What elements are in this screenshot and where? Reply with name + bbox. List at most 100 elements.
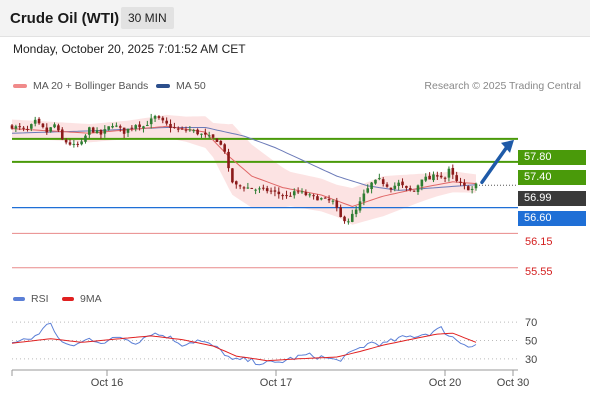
rsi-tick-label: 30: [525, 354, 537, 366]
candle-body: [207, 135, 211, 137]
ma20-swatch: [13, 84, 27, 89]
candle-body: [277, 191, 281, 195]
candle-body: [149, 118, 153, 125]
candle-body: [292, 191, 296, 196]
candle-body: [76, 143, 80, 145]
forecast-arrow-head: [501, 139, 514, 153]
candle-body: [80, 141, 83, 145]
legend-ma20-label: MA 20 + Bollinger Bands: [33, 80, 149, 92]
candle-body: [273, 190, 277, 192]
candle-body: [370, 182, 373, 190]
timestamp: Monday, October 20, 2025 7:01:52 AM CET: [13, 42, 246, 56]
candle-body: [227, 151, 230, 169]
candle-body: [107, 126, 110, 130]
current-price-tag: 56.99: [518, 191, 586, 206]
candle-body: [49, 127, 52, 132]
candle-body: [366, 188, 370, 193]
candle-body: [115, 125, 118, 127]
candle-body: [238, 185, 242, 187]
candle-body: [381, 179, 385, 184]
candle-body: [378, 178, 381, 180]
candle-body: [153, 115, 157, 119]
candle-body: [300, 191, 304, 193]
candle-body: [447, 168, 451, 178]
interval-badge[interactable]: 30 MIN: [121, 7, 174, 29]
candle-body: [416, 185, 420, 192]
x-tick-label: Oct 16: [91, 377, 123, 389]
candle-body: [161, 117, 165, 121]
candle-body: [320, 198, 323, 200]
candle-body: [134, 125, 138, 129]
candle-body: [262, 187, 265, 189]
candle-body: [459, 181, 462, 183]
candle-body: [335, 200, 339, 208]
candle-body: [451, 167, 455, 175]
candle-body: [219, 140, 223, 145]
candle-body: [157, 116, 161, 118]
candle-body: [420, 179, 424, 187]
candle-body: [22, 127, 25, 129]
candle-body: [196, 129, 199, 135]
candle-body: [443, 177, 447, 179]
candle-body: [405, 185, 408, 188]
candle-body: [53, 124, 56, 128]
candle-body: [60, 129, 64, 140]
candle-body: [347, 221, 350, 223]
candle-body: [126, 128, 130, 133]
candle-body: [37, 118, 41, 124]
candle-body: [173, 127, 176, 129]
candle-body: [180, 128, 184, 130]
candle-body: [436, 175, 439, 177]
candle-body: [397, 182, 400, 186]
rsi-ma-line: [11, 332, 477, 362]
x-tick-label: Oct 30: [497, 377, 529, 389]
candle-body: [184, 129, 188, 131]
candle-body: [72, 143, 76, 145]
candle-body: [33, 119, 37, 124]
candle-body: [428, 175, 431, 180]
s1-label: 56.15: [525, 236, 553, 248]
instrument-title: Crude Oil (WTI): [10, 10, 120, 27]
candle-body: [68, 142, 72, 145]
candle-body: [331, 200, 335, 202]
candle-body: [211, 134, 215, 138]
candle-body: [362, 193, 366, 202]
candle-body: [146, 124, 149, 126]
candle-body: [250, 187, 254, 189]
candle-body: [401, 181, 404, 186]
r1-tag: 57.80: [518, 150, 586, 165]
candle-body: [176, 128, 180, 130]
candle-body: [254, 189, 257, 191]
legend-ma20-bb: MA 20 + Bollinger Bands: [13, 80, 148, 94]
candle-body: [339, 207, 342, 217]
x-tick-label: Oct 20: [429, 377, 461, 389]
candle-body: [200, 133, 203, 135]
candle-body: [424, 176, 428, 181]
candle-body: [18, 126, 22, 128]
legend-ma50-label: MA 50: [176, 80, 206, 92]
candle-body: [169, 123, 172, 128]
s2-label: 55.55: [525, 266, 553, 278]
candle-body: [234, 181, 238, 185]
candle-body: [30, 124, 33, 129]
candle-body: [343, 216, 346, 222]
candle-body: [474, 183, 478, 189]
candle-body: [285, 195, 288, 197]
candle-body: [88, 127, 91, 135]
legend-rsi-ma: 9MA: [62, 293, 102, 307]
candle-body: [258, 188, 261, 190]
candle-body: [265, 188, 269, 192]
rsi-tick-label: 50: [525, 336, 537, 348]
candle-body: [289, 195, 292, 197]
candle-body: [470, 188, 474, 190]
candle-body: [323, 197, 327, 199]
candle-body: [165, 120, 168, 124]
candle-body: [304, 192, 308, 196]
candle-body: [389, 187, 393, 190]
legend-rsi-ma-label: 9MA: [80, 293, 102, 305]
candle-body: [95, 130, 99, 134]
candle-body: [312, 195, 315, 197]
candles: [10, 113, 478, 225]
candle-body: [354, 209, 358, 215]
